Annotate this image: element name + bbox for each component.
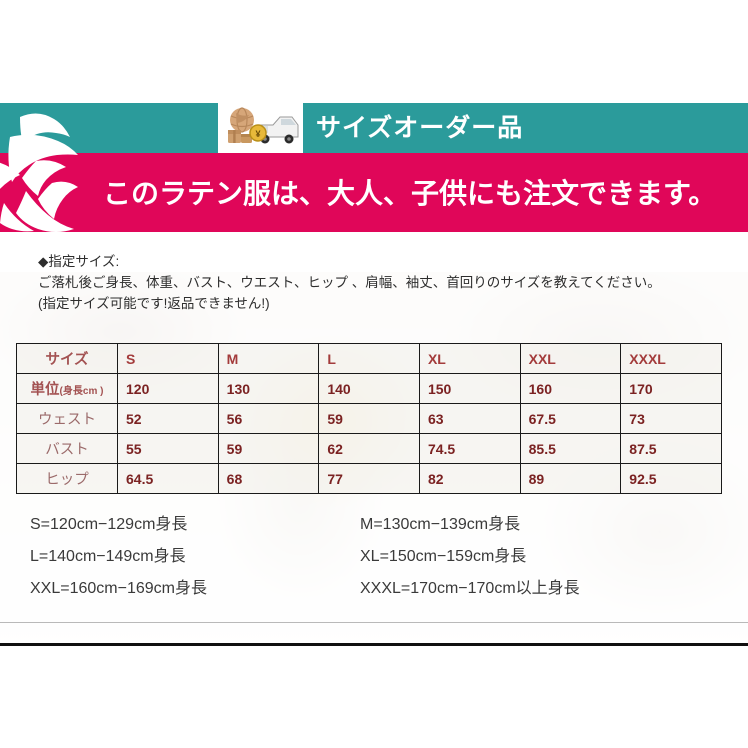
- instruction-line-3: (指定サイズ可能です!返品できません!): [38, 296, 270, 311]
- cell-hip-xxxl: 92.5: [620, 463, 722, 494]
- cell-waist-xxxl: 73: [620, 403, 722, 434]
- table-corner-label: サイズ: [16, 343, 118, 374]
- legend-item-l: L=140cm−149cm身長: [30, 548, 186, 565]
- size-legend: S=120cm−129cm身長 M=130cm−139cm身長 L=140cm−…: [30, 510, 730, 620]
- legend-item-xl: XL=150cm−159cm身長: [360, 548, 527, 565]
- cell-height-xxxl: 170: [620, 373, 722, 404]
- cell-hip-xl: 82: [418, 463, 521, 494]
- instruction-line-2: ご落札後ご身長、体重、バスト、ウエスト、ヒップ 、肩幅、袖丈、首回りのサイズを教…: [38, 275, 661, 290]
- row-label-waist: ウェスト: [16, 403, 118, 434]
- row-label-height: 単位(身長cm ): [16, 373, 118, 404]
- column-header-s: S: [117, 343, 219, 374]
- size-table: サイズ S M L XL XXL XXXL 単位(身長cm ) 120 130 …: [16, 343, 722, 494]
- legend-item-xxl: XXL=160cm−169cm身長: [30, 580, 207, 597]
- instructions-block: ◆指定サイズ: ご落札後ご身長、体重、バスト、ウエスト、ヒップ 、肩幅、袖丈、首…: [38, 251, 661, 314]
- promo-banner: ¥ サイズオーダー品 このラテン服は、大人、子供にも注文できます。: [0, 103, 748, 232]
- shipping-icon-plate: ¥: [218, 103, 303, 153]
- banner-magenta-band: [0, 153, 748, 232]
- row-label-hip: ヒップ: [16, 463, 118, 494]
- cell-bust-xxxl: 87.5: [620, 433, 722, 464]
- table-row: バスト 55 59 62 74.5 85.5 87.5: [16, 433, 722, 464]
- cell-height-l: 140: [318, 373, 420, 404]
- footer-dark-divider: [0, 643, 748, 646]
- legend-item-xxxl: XXXL=170cm−170cm以上身長: [360, 580, 580, 597]
- cell-hip-m: 68: [217, 463, 320, 494]
- content-panel: ◆指定サイズ: ご落札後ご身長、体重、バスト、ウエスト、ヒップ 、肩幅、袖丈、首…: [0, 232, 748, 644]
- cell-hip-xxl: 89: [519, 463, 622, 494]
- banner-title: サイズオーダー品: [316, 114, 524, 142]
- cell-bust-s: 55: [117, 433, 219, 464]
- column-header-m: M: [217, 343, 320, 374]
- banner-teal-band: [0, 103, 748, 153]
- row-label-height-unit: (身長cm ): [59, 386, 104, 397]
- cell-bust-l: 62: [318, 433, 420, 464]
- column-header-xl: XL: [418, 343, 521, 374]
- table-row: ヒップ 64.5 68 77 82 89 92.5: [16, 463, 722, 494]
- legend-item-m: M=130cm−139cm身長: [360, 516, 521, 533]
- cell-bust-xxl: 85.5: [519, 433, 622, 464]
- delivery-truck-globe-icon: ¥: [218, 103, 303, 153]
- cell-hip-s: 64.5: [117, 463, 219, 494]
- cell-bust-xl: 74.5: [418, 433, 521, 464]
- cell-height-m: 130: [217, 373, 320, 404]
- row-label-height-text: 単位: [30, 382, 60, 398]
- bottom-whitespace: [0, 646, 748, 748]
- legend-item-s: S=120cm−129cm身長: [30, 516, 188, 533]
- column-header-xxxl: XXXL: [620, 343, 722, 374]
- cell-height-s: 120: [117, 373, 219, 404]
- cell-height-xxl: 160: [519, 373, 622, 404]
- table-row: 単位(身長cm ) 120 130 140 150 160 170: [16, 373, 722, 404]
- table-header-row: サイズ S M L XL XXL XXXL: [16, 343, 722, 374]
- cell-bust-m: 59: [217, 433, 320, 464]
- cell-waist-s: 52: [117, 403, 219, 434]
- table-row: ウェスト 52 56 59 63 67.5 73: [16, 403, 722, 434]
- row-label-bust: バスト: [16, 433, 118, 464]
- instruction-line-1: ◆指定サイズ:: [38, 254, 120, 269]
- cell-waist-m: 56: [217, 403, 320, 434]
- top-whitespace: [0, 0, 748, 103]
- cell-hip-l: 77: [318, 463, 420, 494]
- footer-light-divider: [0, 622, 748, 623]
- cell-waist-xl: 63: [418, 403, 521, 434]
- column-header-xxl: XXL: [519, 343, 622, 374]
- cell-waist-l: 59: [318, 403, 420, 434]
- cell-height-xl: 150: [418, 373, 521, 404]
- svg-text:¥: ¥: [255, 129, 260, 139]
- cell-waist-xxl: 67.5: [519, 403, 622, 434]
- banner-subtitle: このラテン服は、大人、子供にも注文できます。: [103, 178, 717, 209]
- column-header-l: L: [318, 343, 420, 374]
